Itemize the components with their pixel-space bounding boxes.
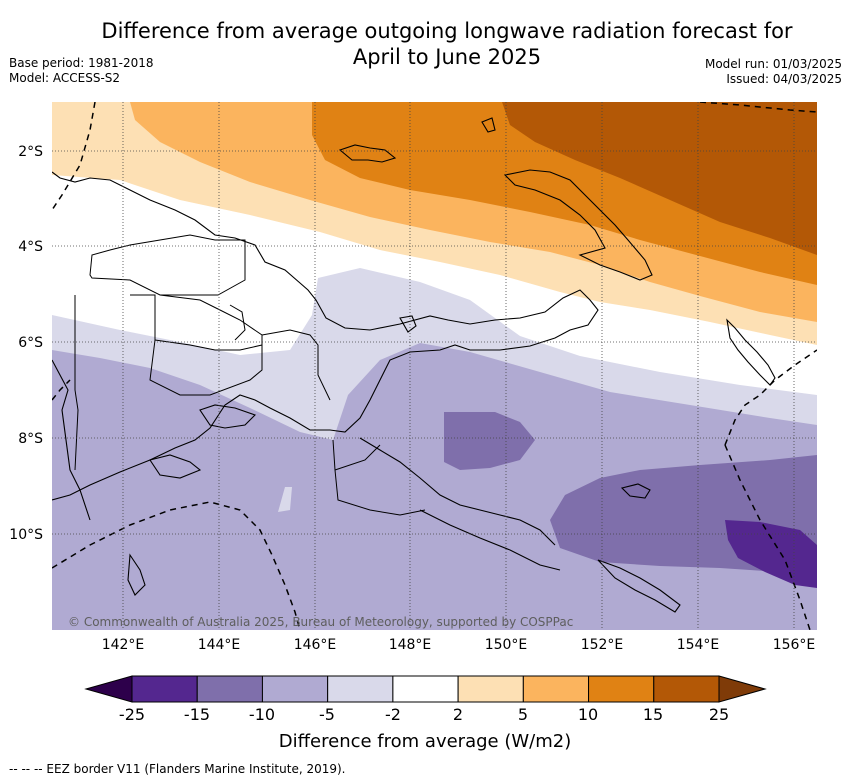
latitude-labels: 2°S 4°S 6°S 8°S 10°S (9, 144, 43, 543)
lon-label: 152°E (581, 637, 624, 653)
colorbar-box (261, 675, 329, 703)
colorbar: -25 -15 -10 -5 -2 2 5 10 15 25 Differenc… (84, 675, 767, 752)
lat-label: 2°S (18, 144, 43, 160)
lon-label: 146°E (294, 637, 337, 653)
colorbar-label: Difference from average (W/m2) (279, 731, 571, 752)
band-15-to-25 (502, 102, 817, 255)
lon-label: 150°E (485, 637, 528, 653)
colorbar-box (588, 675, 655, 703)
title-line-1: Difference from average outgoing longwav… (101, 19, 793, 43)
colorbar-box (653, 675, 720, 703)
forecast-map: © Commonwealth of Australia 2025, Bureau… (9, 102, 817, 752)
model-run: Model run: 01/03/2025 (704, 57, 842, 71)
colorbar-tick: 15 (643, 705, 663, 724)
title-line-2: April to June 2025 (352, 45, 542, 69)
lon-label: 148°E (389, 637, 432, 653)
band-minus5-patch (278, 487, 292, 512)
lat-label: 4°S (18, 239, 43, 255)
colorbar-tick: -25 (119, 705, 145, 724)
lat-label: 10°S (9, 527, 43, 543)
colorbar-box (522, 675, 590, 703)
page-title: Difference from average outgoing longwav… (0, 18, 850, 70)
colorbar-box (457, 675, 524, 703)
lon-label: 144°E (198, 637, 241, 653)
metadata-right: Model run: 01/03/2025 Issued: 04/03/2025 (705, 57, 842, 87)
lon-label: 142°E (102, 637, 145, 653)
colorbar-box (327, 675, 394, 703)
colorbar-over-arrow (718, 675, 767, 703)
map-plot-area (52, 102, 817, 630)
colorbar-box (392, 675, 459, 703)
colorbar-tick: 25 (709, 705, 729, 724)
lat-label: 8°S (18, 431, 43, 447)
eez-borders (52, 102, 817, 630)
metadata-left: Base period: 1981-2018 Model: ACCESS-S2 (9, 56, 154, 86)
lon-label: 154°E (677, 637, 720, 653)
colorbar-tick: 10 (578, 705, 598, 724)
province-borders (74, 234, 426, 516)
issued-date: Issued: 04/03/2025 (726, 72, 842, 86)
colorbar-tick: -15 (184, 705, 210, 724)
lon-label: 156°E (773, 637, 816, 653)
colorbar-box (196, 675, 263, 703)
colorbar-tick: -5 (319, 705, 335, 724)
gridlines (52, 102, 817, 630)
base-period: Base period: 1981-2018 (9, 56, 154, 70)
band-minus15-to-minus10-central (444, 412, 535, 470)
colorbar-tick: -10 (249, 705, 275, 724)
colorbar-ticks: -25 -15 -10 -5 -2 2 5 10 15 25 (119, 705, 729, 724)
lat-label: 6°S (18, 335, 43, 351)
colorbar-tick: 2 (453, 705, 463, 724)
copyright-note: © Commonwealth of Australia 2025, Bureau… (68, 615, 573, 629)
colorbar-under-arrow (84, 675, 133, 703)
colorbar-tick: -2 (385, 705, 401, 724)
colorbar-boxes (131, 675, 720, 703)
longitude-labels: 142°E 144°E 146°E 148°E 150°E 152°E 154°… (102, 637, 816, 653)
eez-legend-note: -- -- -- EEZ border V11 (Flanders Marine… (9, 762, 346, 776)
colorbar-box (131, 675, 198, 703)
model-name: Model: ACCESS-S2 (9, 71, 121, 85)
colorbar-tick: 5 (518, 705, 528, 724)
